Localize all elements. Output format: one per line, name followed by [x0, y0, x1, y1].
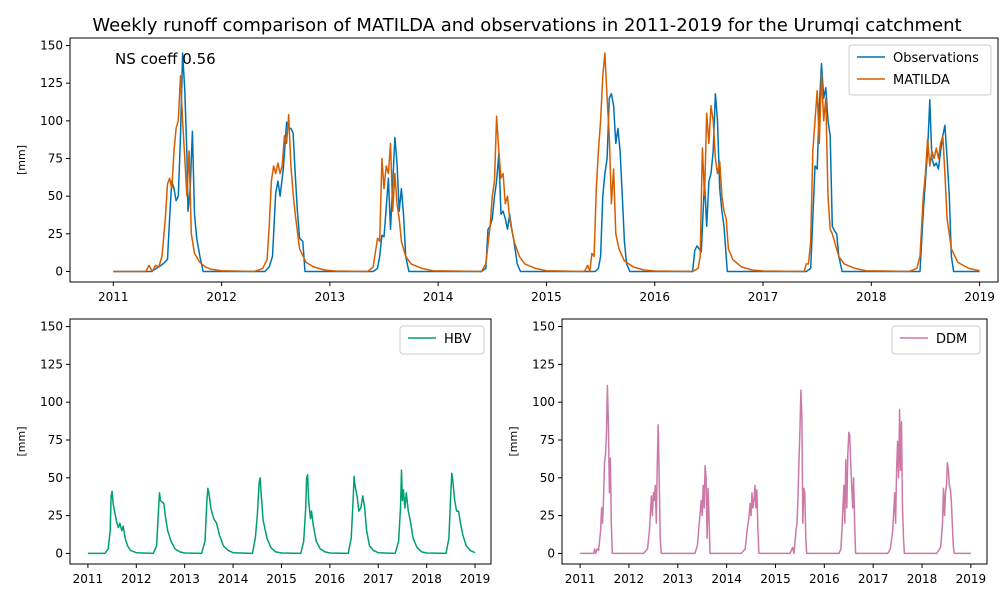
x-tick-label: 2018	[411, 572, 442, 586]
x-tick-label: 2012	[121, 572, 152, 586]
x-tick-label: 2019	[460, 572, 491, 586]
ddm-panel: 2011 2012 2013 2014 2015 2016 2017 2018 2019 0 25 5…	[507, 318, 988, 586]
y-tick-label: 25	[48, 227, 63, 241]
hbv-panel: 2011 2012 2013 2014 2015 2016 2017 2018 2019 0 25 5…	[15, 318, 492, 586]
x-tick-label: 2016	[315, 572, 346, 586]
legend-box	[891, 325, 981, 355]
y-tick-label: 75	[540, 433, 555, 447]
y-axis-label: [mm]	[507, 426, 520, 456]
ddm-legend: DDM	[891, 325, 981, 355]
y-tick-label: 150	[40, 320, 63, 334]
y-tick-label: 125	[40, 357, 63, 371]
series-line-hbv	[87, 469, 476, 555]
y-tick-label: 50	[48, 189, 63, 203]
x-tick-label: 2016	[809, 572, 840, 586]
x-tick-label: 2017	[363, 572, 394, 586]
x-tick-label: 2014	[423, 290, 454, 304]
x-tick-label: 2018	[856, 290, 887, 304]
y-tick-label: 0	[55, 546, 63, 560]
x-tick-label: 2012	[206, 290, 237, 304]
x-tick-label: 2012	[614, 572, 645, 586]
legend-label-hbv: HBV	[444, 332, 471, 347]
x-tick-label: 2019	[964, 290, 995, 304]
y-axis-label: [mm]	[15, 426, 28, 456]
main-legend: Observations MATILDA	[848, 44, 992, 96]
y-tick-label: 100	[40, 114, 63, 128]
legend-label-observations: Observations	[893, 51, 979, 66]
legend-label-ddm: DDM	[936, 332, 967, 347]
y-tick-label: 150	[40, 39, 63, 53]
y-tick-label: 125	[40, 76, 63, 90]
legend-box	[399, 325, 485, 355]
y-tick-label: 100	[532, 395, 555, 409]
x-tick-label: 2019	[956, 572, 987, 586]
x-tick-label: 2013	[315, 290, 346, 304]
x-tick-label: 2011	[565, 572, 596, 586]
main-plot-area	[113, 52, 980, 273]
y-tick-label: 25	[540, 509, 555, 523]
x-tick-label: 2011	[98, 290, 129, 304]
x-tick-label: 2015	[531, 290, 562, 304]
x-tick-label: 2017	[858, 572, 889, 586]
x-tick-label: 2014	[711, 572, 742, 586]
main-axes-frame	[69, 37, 999, 283]
y-tick-label: 75	[48, 151, 63, 165]
ddm-plot-area	[580, 384, 971, 555]
y-axis-label: [mm]	[15, 145, 28, 175]
ns-coefficient-annotation: NS coeff 0.56	[115, 50, 216, 68]
hbv-legend: HBV	[399, 325, 485, 355]
x-tick-label: 2017	[748, 290, 779, 304]
y-tick-label: 0	[547, 546, 555, 560]
hbv-axes-frame	[69, 318, 492, 565]
y-tick-label: 50	[540, 471, 555, 485]
y-tick-label: 125	[532, 357, 555, 371]
series-line-ddm	[580, 384, 971, 555]
figure-title: Weekly runoff comparison of MATILDA and …	[92, 15, 961, 36]
x-tick-label: 2016	[639, 290, 670, 304]
runoff-comparison-panel: 2011 2012 2013 2014 2015 2016 2017 2018 2019 0 25 5…	[15, 37, 999, 304]
x-tick-label: 2018	[907, 572, 938, 586]
y-tick-label: 25	[48, 509, 63, 523]
hbv-plot-area	[87, 469, 476, 555]
y-tick-label: 0	[55, 264, 63, 278]
legend-label-matilda: MATILDA	[893, 73, 950, 88]
x-tick-label: 2014	[218, 572, 249, 586]
x-tick-label: 2015	[266, 572, 297, 586]
series-line-matilda	[113, 52, 980, 273]
y-tick-label: 150	[532, 320, 555, 334]
y-tick-label: 75	[48, 433, 63, 447]
x-tick-label: 2013	[663, 572, 694, 586]
y-tick-label: 50	[48, 471, 63, 485]
x-tick-label: 2011	[73, 572, 104, 586]
x-tick-label: 2015	[760, 572, 791, 586]
x-tick-label: 2013	[169, 572, 200, 586]
y-tick-label: 100	[40, 395, 63, 409]
ddm-axes-frame	[561, 318, 988, 565]
